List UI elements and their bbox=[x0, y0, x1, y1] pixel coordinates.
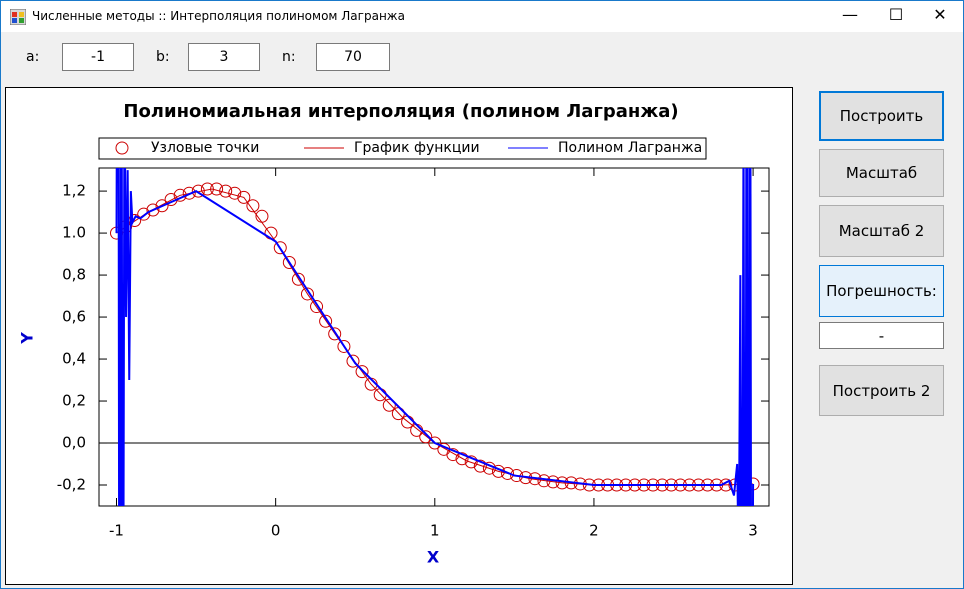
app-icon bbox=[10, 9, 26, 25]
series-line bbox=[115, 168, 755, 506]
error-field: - bbox=[819, 322, 944, 349]
legend-marker bbox=[115, 141, 129, 155]
y-tick-label: 0,2 bbox=[62, 392, 86, 410]
param-label: n: bbox=[282, 49, 296, 65]
scale-button[interactable]: Масштаб bbox=[819, 149, 944, 197]
node-point bbox=[464, 455, 478, 469]
node-point bbox=[291, 272, 305, 286]
node-point bbox=[237, 190, 251, 204]
node-point bbox=[428, 436, 442, 450]
param-input[interactable]: 70 bbox=[316, 43, 390, 71]
window-title: Численные методы :: Интерполяция полином… bbox=[32, 9, 405, 23]
node-point bbox=[328, 327, 342, 341]
legend-label: Узловые точки bbox=[151, 140, 259, 156]
chart-title: Полиномиальная интерполяция (полином Лаг… bbox=[123, 101, 678, 122]
param-input[interactable]: -1 bbox=[62, 43, 134, 71]
node-point bbox=[310, 300, 324, 314]
y-tick-label: 0,4 bbox=[62, 350, 86, 368]
minimize-button[interactable]: — bbox=[842, 5, 858, 24]
y-axis-label: Y bbox=[18, 332, 37, 345]
node-point bbox=[346, 354, 360, 368]
title-bar: Численные методы :: Интерполяция полином… bbox=[1, 1, 963, 32]
x-tick-label: 2 bbox=[589, 522, 599, 540]
node-point bbox=[319, 314, 333, 328]
legend-label: Полином Лагранжа bbox=[558, 140, 702, 156]
node-point bbox=[137, 207, 151, 221]
y-tick-label: 0,8 bbox=[62, 266, 86, 284]
build2-button[interactable]: Построить 2 bbox=[819, 365, 944, 416]
node-point bbox=[246, 199, 260, 213]
y-tick-label: 1.0 bbox=[62, 224, 86, 242]
node-point bbox=[501, 466, 515, 480]
node-point bbox=[182, 186, 196, 200]
node-point bbox=[446, 448, 460, 462]
y-tick-label: 0,0 bbox=[62, 434, 86, 452]
node-point bbox=[382, 398, 396, 412]
param-label: a: bbox=[26, 49, 40, 65]
node-point bbox=[282, 255, 296, 269]
x-tick-label: 3 bbox=[748, 522, 758, 540]
node-point bbox=[473, 459, 487, 473]
scale2-button[interactable]: Масштаб 2 bbox=[819, 205, 944, 257]
legend-label: График функции bbox=[354, 140, 480, 156]
build-button[interactable]: Построить bbox=[819, 91, 944, 141]
node-point bbox=[146, 203, 160, 217]
node-point bbox=[191, 184, 205, 198]
param-input[interactable]: 3 bbox=[188, 43, 260, 71]
maximize-button[interactable]: ☐ bbox=[888, 5, 904, 24]
node-point bbox=[273, 241, 287, 255]
y-tick-label: -0,2 bbox=[57, 476, 86, 494]
x-tick-label: -1 bbox=[109, 522, 124, 540]
node-point bbox=[337, 339, 351, 353]
x-tick-label: 1 bbox=[430, 522, 440, 540]
close-button[interactable]: ✕ bbox=[933, 5, 947, 24]
plot-frame bbox=[98, 167, 770, 507]
node-point bbox=[355, 365, 369, 379]
node-point bbox=[300, 287, 314, 301]
y-tick-label: 1,2 bbox=[62, 182, 86, 200]
node-point bbox=[419, 430, 433, 444]
x-tick-label: 0 bbox=[271, 522, 281, 540]
param-label: b: bbox=[156, 49, 170, 65]
chart-panel: Полиномиальная интерполяция (полином Лаг… bbox=[5, 87, 793, 585]
chart: Полиномиальная интерполяция (полином Лаг… bbox=[18, 101, 770, 567]
error-button[interactable]: Погрешность: bbox=[819, 265, 944, 317]
node-point bbox=[455, 452, 469, 466]
y-tick-label: 0,6 bbox=[62, 308, 86, 326]
series-line bbox=[116, 188, 754, 486]
legend bbox=[98, 137, 707, 160]
x-axis-label: X bbox=[427, 548, 440, 567]
node-point bbox=[155, 199, 169, 213]
